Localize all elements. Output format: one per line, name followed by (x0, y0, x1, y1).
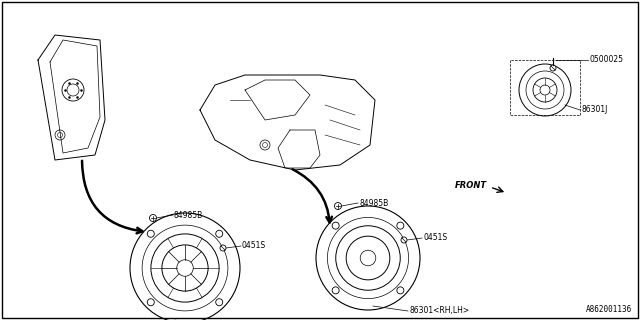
Circle shape (335, 203, 342, 210)
Circle shape (220, 245, 226, 251)
Circle shape (216, 299, 223, 306)
Circle shape (216, 230, 223, 237)
Circle shape (550, 65, 556, 71)
Circle shape (332, 287, 339, 294)
Text: FRONT: FRONT (455, 180, 487, 189)
Text: 84985B: 84985B (174, 211, 204, 220)
Text: A862001136: A862001136 (586, 305, 632, 314)
Text: 0451S: 0451S (423, 234, 447, 243)
Circle shape (147, 230, 154, 237)
Text: 84985B: 84985B (359, 198, 388, 207)
Circle shape (147, 299, 154, 306)
Text: 0451S: 0451S (242, 242, 266, 251)
Circle shape (150, 214, 157, 221)
Circle shape (397, 222, 404, 229)
Text: 0500025: 0500025 (589, 55, 623, 65)
Text: 86301<RH,LH>: 86301<RH,LH> (409, 307, 469, 316)
Text: 86301J: 86301J (581, 106, 607, 115)
Circle shape (332, 222, 339, 229)
Circle shape (397, 287, 404, 294)
Circle shape (401, 237, 407, 243)
